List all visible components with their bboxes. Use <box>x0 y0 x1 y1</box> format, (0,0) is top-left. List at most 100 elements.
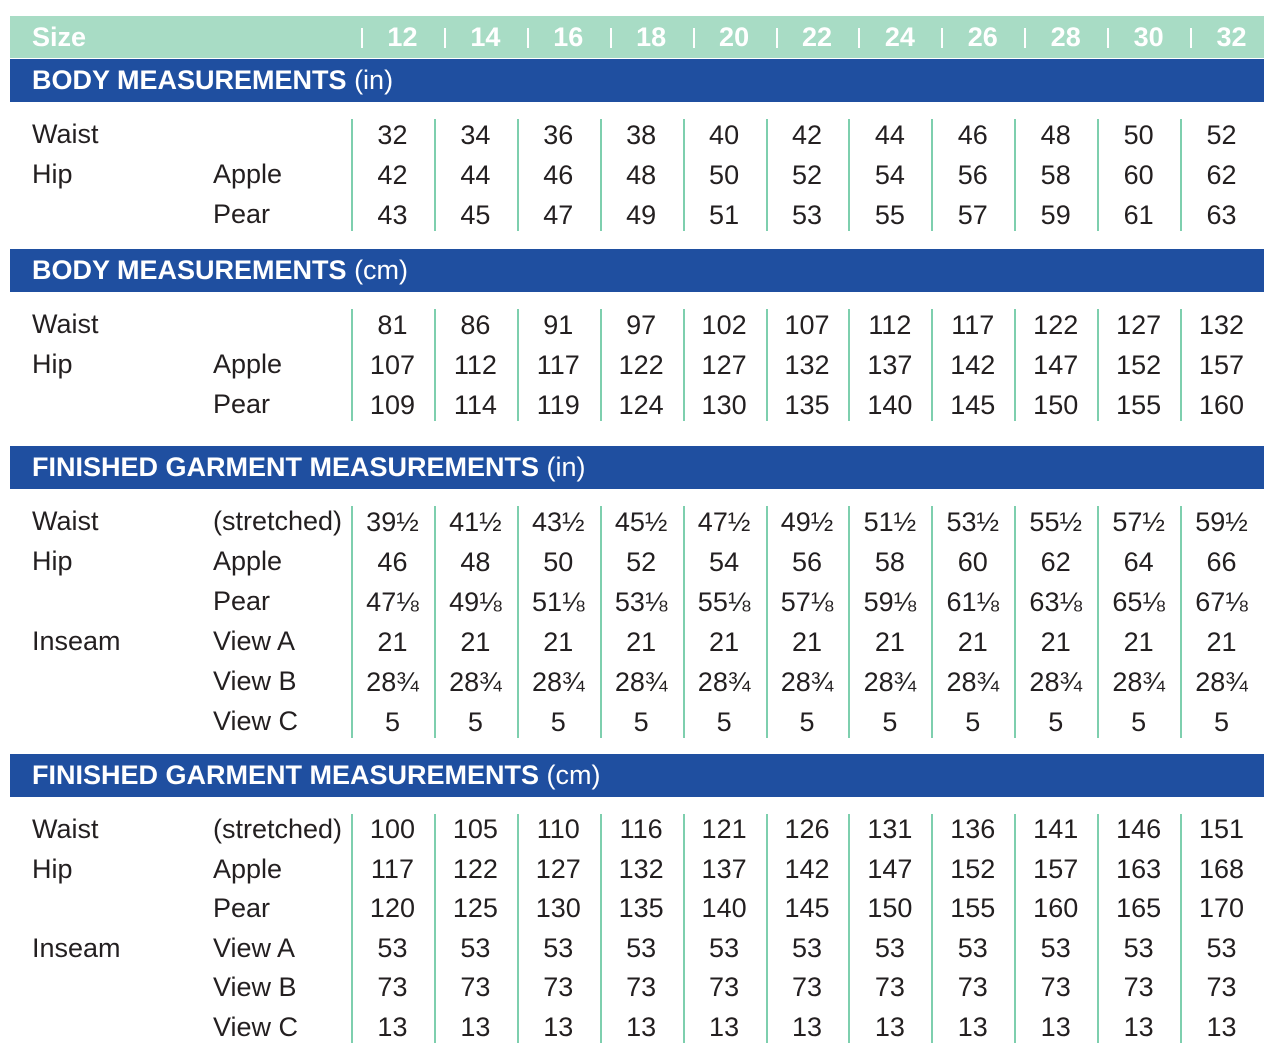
table-cell: 121 <box>701 814 747 844</box>
table-cell: 13 <box>957 1011 988 1042</box>
table-cell: 53 <box>709 932 740 963</box>
row-label: Waist <box>32 309 99 339</box>
size-header-cell: 18 <box>609 16 693 58</box>
table-cell: 59½ <box>1195 507 1248 537</box>
table-cell: 122 <box>618 350 664 380</box>
table-cell: 55 <box>874 200 905 230</box>
table-cell: 91 <box>543 310 574 340</box>
table-cell: 21 <box>709 627 740 657</box>
table-cell: 21 <box>957 627 988 657</box>
table-cell: 86 <box>460 310 491 340</box>
table-cell: 73 <box>709 972 740 1002</box>
table-cell: 146 <box>1116 814 1162 844</box>
row-label: Waist <box>32 506 99 536</box>
table-cell: 125 <box>452 893 498 923</box>
table-cell: 73 <box>460 972 491 1002</box>
row-values: 21 21 21 21 21 21 21 21 21 21 21 <box>351 622 1263 662</box>
table-cell: 122 <box>1033 310 1079 340</box>
table-cell: 152 <box>950 853 996 884</box>
table-cell: 120 <box>369 893 415 923</box>
table-cell: 59⅛ <box>863 587 917 617</box>
table-cell: 147 <box>867 853 913 884</box>
table-cell: 66 <box>1206 547 1237 577</box>
table-cell: 53 <box>957 932 988 963</box>
table-row: View C 5 5 5 5 5 5 5 5 5 5 5 <box>0 702 1274 742</box>
table-cell: 53 <box>1123 932 1154 963</box>
table-cell: 53 <box>791 932 822 963</box>
table-cell: 5 <box>965 707 981 737</box>
table-cell: 5 <box>1214 707 1230 737</box>
table-cell: 39½ <box>366 507 419 537</box>
table-cell: 135 <box>618 893 664 923</box>
size-header-cell: 16 <box>526 16 610 58</box>
row-label: Inseam <box>32 626 121 656</box>
table-cell: 150 <box>867 893 913 923</box>
section-rows: Waist (stretched) 39½ 41½ 43½ 45½ 47½ 49½ 51½ 53½… <box>0 502 1274 742</box>
table-cell: 49 <box>626 200 657 230</box>
table-cell: 57½ <box>1112 507 1165 537</box>
measurement-section: BODY MEASUREMENTS (in) Waist 32 34 36 38 40 42 4… <box>0 59 1274 235</box>
table-row: Hip Apple 42 44 46 48 50 52 54 56 58 60 62 <box>0 155 1274 195</box>
table-cell: 46 <box>543 160 574 190</box>
size-header-cell: 28 <box>1024 16 1107 58</box>
table-cell: 55½ <box>1029 507 1082 537</box>
table-cell: 57 <box>957 200 988 230</box>
row-label: Inseam <box>32 932 121 963</box>
table-row: Pear 109 114 119 124 130 135 140 145 150 155 160 <box>0 385 1274 425</box>
table-cell: 130 <box>701 390 747 420</box>
section-banner: FINISHED GARMENT MEASUREMENTS (cm) <box>10 754 1264 797</box>
table-cell: 56 <box>791 547 822 577</box>
table-cell: 48 <box>626 160 657 190</box>
table-cell: 51⅛ <box>531 587 585 617</box>
row-label: Hip <box>32 159 73 189</box>
row-label: Hip <box>32 349 73 379</box>
row-values: 32 34 36 38 40 42 44 46 48 50 52 <box>351 115 1263 155</box>
table-cell: 142 <box>950 350 996 380</box>
table-cell: 160 <box>1033 893 1079 923</box>
row-sublabel: Apple <box>213 349 283 379</box>
table-cell: 21 <box>791 627 822 657</box>
table-cell: 170 <box>1198 893 1245 923</box>
table-cell: 67⅛ <box>1195 587 1248 617</box>
table-cell: 157 <box>1033 853 1079 884</box>
table-cell: 137 <box>701 853 747 884</box>
row-sublabel: View A <box>213 932 296 963</box>
row-values: 5 5 5 5 5 5 5 5 5 5 5 <box>351 702 1263 742</box>
table-cell: 117 <box>951 310 995 340</box>
table-cell: 49⅛ <box>449 587 502 617</box>
table-cell: 13 <box>626 1011 657 1042</box>
table-cell: 21 <box>626 627 657 657</box>
table-cell: 45 <box>460 200 491 230</box>
row-values: 39½ 41½ 43½ 45½ 47½ 49½ 51½ 53½ 55½ 57½ 59½ <box>351 502 1263 542</box>
section-unit: (in) <box>354 65 394 95</box>
table-cell: 50 <box>543 547 574 577</box>
table-cell: 56 <box>957 160 988 190</box>
table-cell: 126 <box>784 814 830 844</box>
size-header-row: Size 12 14 16 18 20 22 24 26 28 30 32 <box>10 16 1264 58</box>
table-cell: 100 <box>369 814 415 844</box>
table-cell: 5 <box>550 707 566 737</box>
table-cell: 53 <box>791 200 822 230</box>
table-cell: 116 <box>619 814 663 844</box>
row-values: 42 44 46 48 50 52 54 56 58 60 62 <box>351 155 1263 195</box>
table-row: Hip Apple 46 48 50 52 54 56 58 60 62 64 66 <box>0 542 1274 582</box>
table-cell: 28¾ <box>780 667 834 697</box>
table-cell: 63 <box>1206 200 1237 230</box>
table-cell: 136 <box>950 814 996 844</box>
table-cell: 28¾ <box>1195 667 1248 697</box>
table-cell: 28¾ <box>531 667 585 697</box>
table-cell: 151 <box>1198 814 1245 844</box>
table-cell: 13 <box>460 1011 491 1042</box>
size-header-label: Size <box>32 22 87 52</box>
table-cell: 48 <box>1040 120 1071 150</box>
row-sublabel: Pear <box>213 893 271 923</box>
table-cell: 28¾ <box>449 667 502 697</box>
table-cell: 64 <box>1123 547 1154 577</box>
section-unit: (cm) <box>546 760 601 790</box>
row-sublabel: Apple <box>213 159 283 189</box>
table-cell: 28¾ <box>614 667 668 697</box>
table-cell: 54 <box>874 160 905 190</box>
row-label: Waist <box>32 814 99 844</box>
table-row: Hip Apple 117 122 127 132 137 142 147 152 157 163 16… <box>0 850 1274 890</box>
table-cell: 127 <box>535 853 581 884</box>
